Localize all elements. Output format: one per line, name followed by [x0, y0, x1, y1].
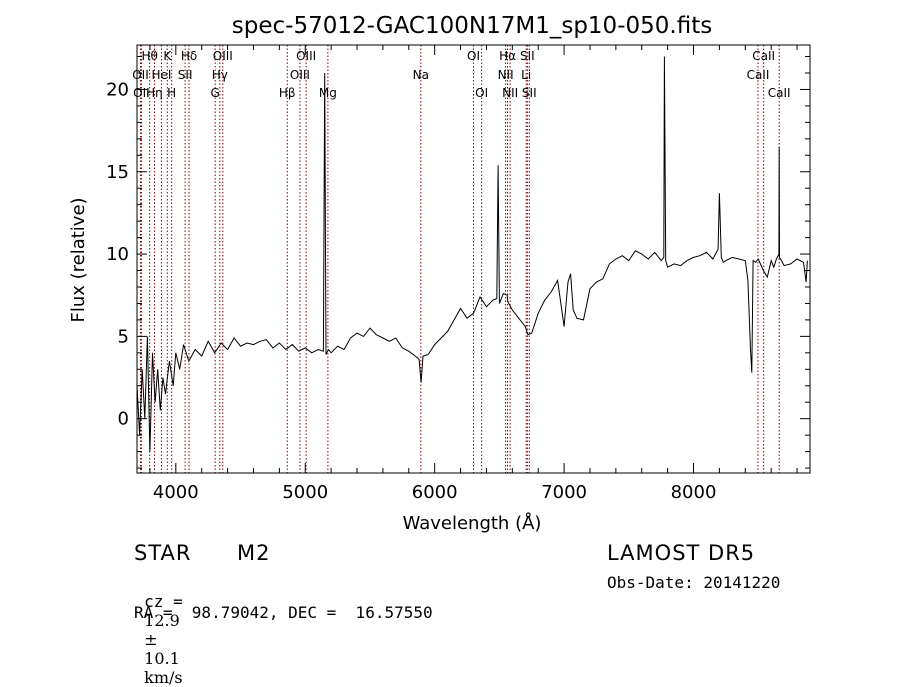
line-marker-label: Mg: [319, 86, 337, 100]
cz-label: cz =: [144, 592, 183, 611]
line-marker-label: OII: [132, 68, 149, 82]
line-marker-label: Hα: [499, 49, 516, 63]
line-marker-label: Hβ: [279, 86, 296, 100]
redshift-line: cz = 12.9 ± 10.1 km/s: [134, 573, 183, 687]
spectrum-line: [136, 56, 808, 452]
axis-ticks: 4000 5000 6000 7000 8000 0 5 10 15 20: [106, 45, 810, 503]
line-marker-label: HeI: [151, 68, 171, 82]
object-type: STAR: [134, 541, 192, 565]
y-tick-label: 5: [118, 326, 129, 347]
line-marker-label: H: [167, 86, 176, 100]
subclass: M2: [237, 541, 271, 565]
plus-minus-sign: ±: [144, 630, 158, 649]
x-tick-label: 8000: [671, 482, 717, 503]
cz-value: 12.9: [144, 611, 180, 630]
line-marker-label: Hθ: [141, 49, 157, 63]
line-marker-label: CaII: [768, 86, 791, 100]
chart-title: spec-57012-GAC100N17M1_sp10-050.fits: [232, 13, 712, 39]
line-marker-label: Na: [413, 68, 429, 82]
cz-unit: km/s: [144, 668, 183, 687]
line-marker-label: OIII: [296, 49, 316, 63]
x-axis-label: Wavelength (Å): [403, 512, 542, 534]
y-tick-label: 0: [118, 409, 129, 430]
line-marker-label: OI: [467, 49, 480, 63]
line-marker-label: G: [211, 86, 220, 100]
y-tick-label: 15: [106, 162, 129, 183]
line-marker-label: Hγ: [212, 68, 228, 82]
y-tick-label: 10: [106, 244, 129, 265]
y-axis-label: Flux (relative): [68, 197, 89, 322]
line-marker-label: Hη: [146, 86, 163, 100]
x-tick-label: 6000: [412, 482, 458, 503]
line-marker-label: NII: [498, 68, 514, 82]
line-marker-label: OIII: [213, 49, 233, 63]
y-tick-label: 20: [106, 79, 129, 100]
line-marker-label: NII: [502, 86, 518, 100]
spectrum-chart: spec-57012-GAC100N17M1_sp10-050.fits OII…: [68, 13, 811, 534]
x-tick-label: 4000: [153, 482, 199, 503]
line-marker-label: CaII: [747, 68, 770, 82]
x-tick-label: 7000: [541, 482, 587, 503]
coordinates: RA = 98.79042, DEC = 16.57550: [134, 603, 433, 622]
line-marker-label: OI: [475, 86, 488, 100]
observation-date: Obs-Date: 20141220: [607, 573, 781, 592]
survey-name: LAMOST DR5: [607, 541, 756, 565]
line-marker-label: CaII: [752, 49, 775, 63]
cz-error: 10.1: [144, 649, 180, 668]
plot-frame: [136, 44, 811, 474]
spectral-line-markers: OIIOIIHθHηHeIKHSIIHδGHγOIIIHβOIIIOIIIMgN…: [132, 45, 791, 473]
line-marker-label: K: [163, 49, 172, 63]
x-tick-label: 5000: [282, 482, 328, 503]
line-marker-label: OIII: [290, 68, 310, 82]
line-marker-label: Hδ: [181, 49, 197, 63]
line-marker-label: SII: [522, 86, 537, 100]
line-marker-label: SII: [178, 68, 193, 82]
line-marker-label: Li: [521, 68, 531, 82]
line-marker-label: SII: [520, 49, 535, 63]
